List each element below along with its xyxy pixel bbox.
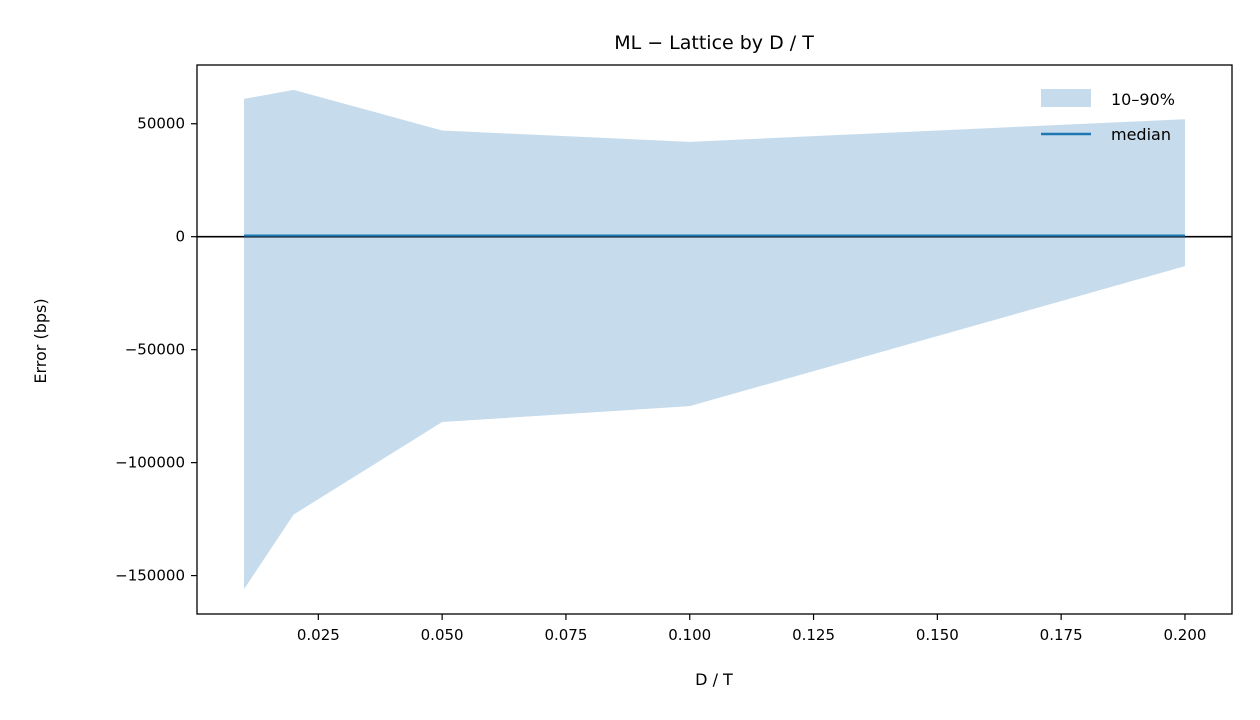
x-tick-label: 0.025: [297, 626, 340, 644]
x-tick-label: 0.200: [1163, 626, 1206, 644]
y-tick-label: −100000: [115, 454, 185, 472]
chart-title: ML − Lattice by D / T: [614, 32, 814, 54]
legend-band-swatch: [1041, 89, 1091, 107]
x-tick-label: 0.125: [792, 626, 835, 644]
x-tick-label: 0.050: [421, 626, 464, 644]
y-tick-label: 50000: [137, 115, 185, 133]
percentile-band: [244, 89, 1185, 590]
legend: 10–90% median: [1041, 89, 1175, 144]
y-axis-label: Error (bps): [31, 298, 50, 383]
x-axis-label: D / T: [695, 670, 733, 689]
y-tick-label: −150000: [115, 567, 185, 585]
legend-median-label: median: [1111, 125, 1171, 144]
y-axis: 50000 0 −50000 −100000 −150000: [115, 115, 197, 585]
x-tick-label: 0.075: [544, 626, 587, 644]
x-tick-label: 0.175: [1040, 626, 1083, 644]
legend-band-label: 10–90%: [1111, 90, 1175, 109]
x-tick-label: 0.150: [916, 626, 959, 644]
plot-frame: [196, 64, 1233, 615]
y-tick-label: −50000: [125, 341, 185, 359]
y-tick-label: 0: [175, 228, 185, 246]
plot-area: [197, 89, 1232, 590]
x-tick-label: 0.100: [668, 626, 711, 644]
x-axis: 0.025 0.050 0.075 0.100 0.125 0.150 0.175 0.200: [297, 614, 1206, 644]
